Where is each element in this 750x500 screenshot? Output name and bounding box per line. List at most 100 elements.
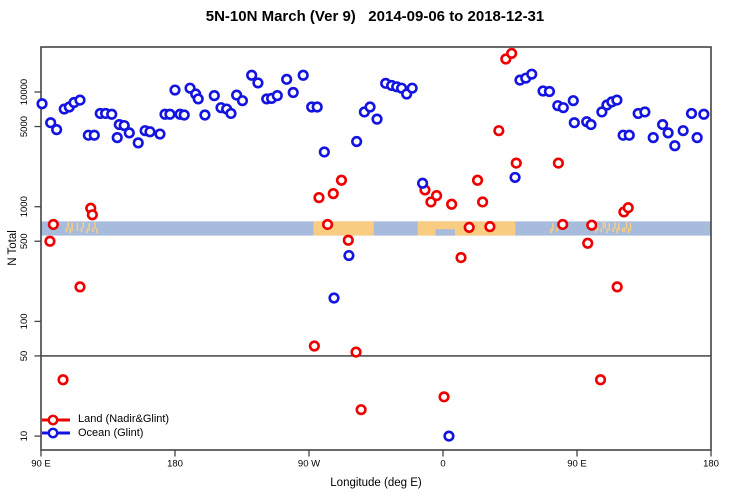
data-point-land <box>463 221 475 233</box>
map-band-land-speckle <box>69 228 71 234</box>
y-tick-label: 10 <box>19 431 30 442</box>
data-point-land <box>557 218 569 231</box>
y-tick-label: 500 <box>19 233 30 249</box>
x-tick-label: 90 E <box>31 459 51 470</box>
map-band-land-speckle <box>623 227 626 233</box>
data-point-land <box>622 202 634 214</box>
map-band-land-speckle <box>82 222 85 229</box>
plot-border <box>40 46 712 451</box>
map-band-land-speckle <box>92 227 94 233</box>
data-point-ocean <box>287 86 299 99</box>
data-point-ocean <box>192 93 204 105</box>
data-point-ocean <box>123 127 135 139</box>
data-point-ocean <box>132 137 144 149</box>
data-point-ocean <box>417 177 429 189</box>
data-point-ocean <box>443 430 455 442</box>
map-band-land-speckle <box>596 223 599 231</box>
data-point-land <box>86 209 98 221</box>
data-point-ocean <box>297 69 309 81</box>
y-tick-label: 10000 <box>19 79 30 105</box>
map-band-land-speckle <box>600 227 603 233</box>
data-point-land <box>313 192 325 204</box>
data-point-land <box>594 374 607 386</box>
data-point-ocean <box>343 249 355 262</box>
data-point-ocean <box>88 129 100 141</box>
data-point-land <box>493 125 505 137</box>
data-point-land <box>446 198 458 210</box>
data-point-ocean <box>271 90 283 102</box>
data-point-land <box>335 174 348 186</box>
data-point-ocean <box>328 292 340 304</box>
data-point-ocean <box>662 127 674 139</box>
land-series-symbol-icon <box>42 414 70 426</box>
data-point-land <box>308 340 320 352</box>
data-point-land <box>44 235 56 247</box>
data-point-ocean <box>164 108 176 120</box>
data-point-land <box>350 346 362 358</box>
data-point-land <box>582 237 594 249</box>
data-point-ocean <box>639 106 651 118</box>
data-point-ocean <box>543 85 556 98</box>
y-tick-label: 5000 <box>19 116 30 137</box>
map-band-land-speckle <box>608 223 610 231</box>
data-point-land <box>455 251 467 264</box>
data-point-land <box>611 281 623 293</box>
data-point-ocean <box>45 117 57 129</box>
legend-item-ocean: Ocean (Glint) <box>41 427 169 441</box>
data-point-land <box>484 221 496 233</box>
x-tick-label: 0 <box>440 459 445 470</box>
data-point-land <box>430 189 443 202</box>
data-point-land <box>47 218 59 231</box>
data-point-ocean <box>246 69 258 81</box>
data-point-ocean <box>568 117 580 129</box>
data-point-ocean <box>509 171 521 184</box>
map-band-land-speckle <box>86 228 88 234</box>
map-band-land-speckle <box>629 223 632 231</box>
data-point-ocean <box>567 95 579 107</box>
data-point-ocean <box>698 108 710 120</box>
legend-label-ocean: Ocean (Glint) <box>78 426 144 439</box>
map-band-land-speckle <box>94 222 96 229</box>
data-point-ocean <box>144 126 156 138</box>
data-point-ocean <box>557 102 569 114</box>
map-band-land-speckle <box>625 222 628 229</box>
x-tick-label: 180 <box>167 459 183 470</box>
map-band-ocean-notch <box>435 229 455 236</box>
x-axis-title: Longitude (deg E) <box>330 477 422 489</box>
map-band-land-speckle <box>604 222 607 229</box>
data-point-ocean <box>74 94 86 106</box>
data-point-land <box>438 391 450 403</box>
data-point-ocean <box>36 98 48 110</box>
map-band-land-speckle <box>556 227 558 233</box>
data-point-ocean <box>685 107 698 120</box>
data-point-land <box>586 219 598 231</box>
data-point-ocean <box>669 140 681 152</box>
data-point-land <box>74 281 86 293</box>
data-point-ocean <box>118 119 130 132</box>
y-tick-label: 1000 <box>19 196 30 217</box>
data-point-ocean <box>371 113 383 125</box>
data-point-ocean <box>236 95 249 107</box>
legend-label-land: Land (Nadir&Glint) <box>78 413 170 426</box>
data-point-ocean <box>691 132 703 144</box>
data-point-ocean <box>51 124 63 136</box>
map-band-land-speckle <box>71 223 73 231</box>
map-band-land-speckle <box>602 222 605 229</box>
map-band-land-speckle <box>76 223 79 231</box>
data-point-ocean <box>281 73 293 85</box>
map-band-land-speckle <box>621 227 624 233</box>
data-point-ocean <box>526 68 538 80</box>
data-point-ocean <box>351 135 363 148</box>
map-band-land-speckle <box>552 223 554 231</box>
data-point-ocean <box>154 128 166 140</box>
legend-item-land: Land (Nadir&Glint) <box>41 413 169 427</box>
data-point-ocean <box>208 90 220 102</box>
map-band-land-speckle <box>96 228 98 234</box>
x-tick-label: 90 W <box>298 459 320 470</box>
data-point-land <box>327 188 339 200</box>
map-band-land-speckle <box>612 227 614 233</box>
x-tick-label: 90 E <box>567 459 587 470</box>
x-tick-label: 180 <box>703 459 719 470</box>
